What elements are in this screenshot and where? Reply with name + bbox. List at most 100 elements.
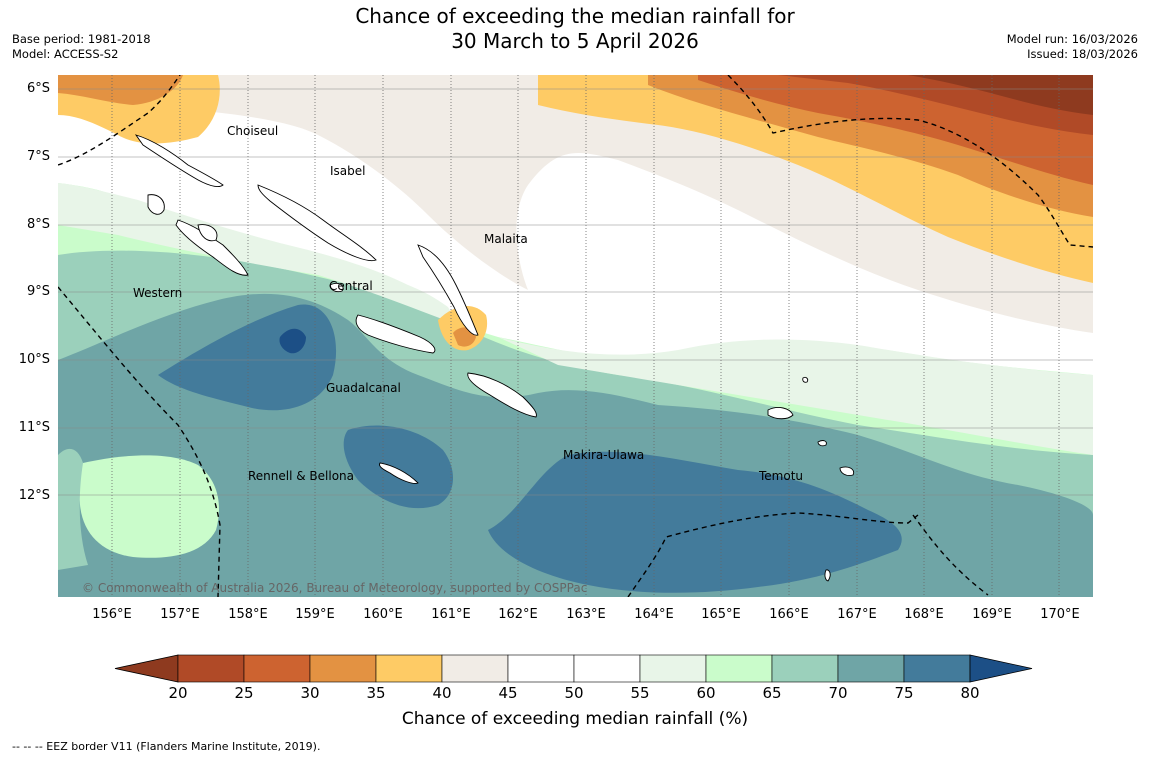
colorbar [114,654,1033,683]
colorbar-segment [507,654,575,683]
colorbar-segment [903,654,971,683]
label-western: Western [133,286,182,300]
lon-label-167: 167°E [837,607,877,622]
meta-left: Base period: 1981-2018 Model: ACCESS-S2 [12,32,151,62]
issued-date: Issued: 18/03/2026 [1027,47,1138,61]
region-55-60-east [498,337,1093,455]
lat-label-11s: 11°S [18,420,50,435]
kolombangara [197,224,218,242]
copyright-notice: © Commonwealth of Australia 2026, Bureau… [82,581,587,595]
colorbar-title: Chance of exceeding median rainfall (%) [401,709,749,729]
colorbar-segment [375,654,443,683]
lat-label-10s: 10°S [18,352,50,367]
label-choiseul: Choiseul [227,124,278,138]
cb-tick-30: 30 [300,684,320,702]
region-sw-edge [58,448,88,570]
title-line-2: 30 March to 5 April 2026 [451,29,699,53]
rainfall-map: Choiseul Isabel Malaita Western Central … [58,75,1093,597]
map-title: Chance of exceeding the median rainfall … [0,4,1150,54]
colorbar-arrow-low [114,654,179,683]
lon-label-165: 165°E [701,607,741,622]
eez-footnote: -- -- -- EEZ border V11 (Flanders Marine… [12,740,321,753]
lat-label-6s: 6°S [26,81,50,96]
label-temotu: Temotu [758,469,803,483]
lon-label-170: 170°E [1040,607,1080,622]
base-period: Base period: 1981-2018 [12,32,151,46]
lon-label-166: 166°E [769,607,809,622]
cb-tick-50: 50 [564,684,584,702]
lon-label-159: 159°E [295,607,335,622]
guadalcanal-island [355,314,436,354]
cb-tick-40: 40 [432,684,452,702]
cb-tick-25: 25 [234,684,254,702]
colorbar-segment [441,654,509,683]
cb-tick-45: 45 [498,684,518,702]
lat-label-12s: 12°S [18,488,50,503]
colorbar-segment [837,654,905,683]
label-central: Central [329,279,373,293]
cb-tick-80: 80 [960,684,980,702]
latitude-gridlines [58,88,1093,496]
label-isabel: Isabel [330,164,365,178]
cb-tick-55: 55 [630,684,650,702]
lon-label-161: 161°E [431,607,471,622]
cb-tick-35: 35 [366,684,386,702]
lon-label-160: 160°E [363,607,403,622]
label-guadalcanal: Guadalcanal [326,381,401,395]
utupua-island [817,440,827,447]
colorbar-segment [705,654,773,683]
lon-label-158: 158°E [228,607,268,622]
region-75-80-east [488,451,902,593]
label-malaita: Malaita [484,232,528,246]
cb-tick-20: 20 [168,684,188,702]
malaita-island [417,244,479,336]
colorbar-segment [243,654,311,683]
region-75-80-central [343,425,454,509]
model-run: Model run: 16/03/2026 [1006,32,1138,46]
label-rennell: Rennell & Bellona [248,469,354,483]
lat-label-9s: 9°S [26,284,50,299]
model-name: Model: ACCESS-S2 [12,47,119,61]
lon-label-164: 164°E [634,607,674,622]
cb-tick-60: 60 [696,684,716,702]
colorbar-segment [573,654,641,683]
region-80-plus [279,328,306,354]
florida-islands [329,282,344,293]
colorbar-segment [771,654,839,683]
lon-label-157: 157°E [160,607,200,622]
lon-label-156: 156°E [92,607,132,622]
colorbar-segment [309,654,377,683]
isabel-island [257,184,377,262]
vanikoro-island [839,466,855,476]
cb-tick-70: 70 [828,684,848,702]
lon-label-162: 162°E [498,607,538,622]
colorbar-arrow-high [969,654,1033,683]
lon-label-169: 169°E [972,607,1012,622]
lon-label-163: 163°E [566,607,606,622]
colorbar-segment [639,654,707,683]
colorbar-segment [177,654,245,683]
region-30-35-nw [58,75,183,105]
cb-tick-75: 75 [894,684,914,702]
region-sw-light [78,455,219,558]
colorbar-segments [114,654,1033,683]
map-svg: Choiseul Isabel Malaita Western Central … [58,75,1093,597]
coastlines [134,134,855,582]
label-makira: Makira-Ulawa [563,448,644,462]
choiseul-island [134,134,224,188]
title-line-1: Chance of exceeding the median rainfall … [355,4,795,28]
lat-label-8s: 8°S [26,217,50,232]
meta-right: Model run: 16/03/2026 Issued: 18/03/2026 [1007,32,1138,62]
rennell-island [379,462,419,484]
duff-islands [802,376,809,383]
region-below-20 [908,75,1093,115]
lon-label-168: 168°E [904,607,944,622]
eez-border [58,75,1093,597]
santa-cruz-island [767,407,794,420]
makira-island [467,372,537,418]
region-55-60-west [58,183,458,325]
cb-tick-65: 65 [762,684,782,702]
tikopia-island [824,569,831,582]
lat-label-7s: 7°S [26,149,50,164]
vella-lavella [147,194,165,215]
